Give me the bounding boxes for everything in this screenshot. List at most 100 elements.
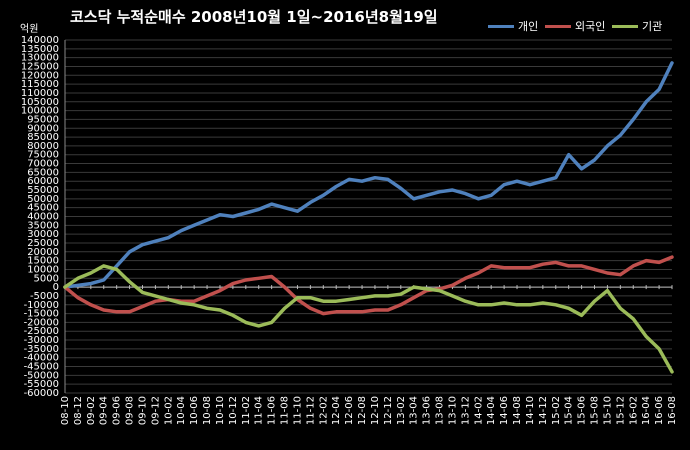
x-tick-label: 16-06 bbox=[654, 396, 665, 425]
y-tick-label: 140000 bbox=[21, 35, 59, 46]
y-tick-label: -25000 bbox=[24, 326, 59, 337]
x-tick-label: 15-12 bbox=[615, 396, 626, 425]
x-tick-label: 08-12 bbox=[73, 396, 84, 425]
x-tick-label: 16-08 bbox=[667, 396, 678, 425]
x-tick-label: 11-12 bbox=[305, 396, 316, 425]
x-tick-label: 12-04 bbox=[331, 396, 342, 425]
x-tick-label: 10-10 bbox=[215, 396, 226, 425]
y-tick-label: 55000 bbox=[27, 185, 59, 196]
y-tick-label: -45000 bbox=[24, 362, 59, 373]
y-tick-label: 120000 bbox=[21, 70, 59, 81]
x-tick-label: 10-12 bbox=[228, 396, 239, 425]
y-tick-label: 90000 bbox=[27, 123, 59, 134]
x-tick-label: 12-12 bbox=[383, 396, 394, 425]
x-tick-label: 10-08 bbox=[202, 396, 213, 425]
series-lines bbox=[63, 61, 674, 374]
legend-label-individual: 개인 bbox=[518, 20, 539, 33]
y-tick-label: 40000 bbox=[27, 212, 59, 223]
x-tick-label: 16-02 bbox=[628, 396, 639, 425]
y-tick-label: 135000 bbox=[21, 44, 59, 55]
y-tick-label: 35000 bbox=[27, 220, 59, 231]
y-tick-label: 80000 bbox=[27, 141, 59, 152]
x-tick-label: 11-06 bbox=[267, 396, 278, 425]
y-tick-label: -10000 bbox=[24, 300, 59, 311]
y-tick-label: -40000 bbox=[24, 353, 59, 364]
x-tick-label: 15-08 bbox=[590, 396, 601, 425]
x-tick-label: 15-02 bbox=[551, 396, 562, 425]
x-tick-label: 08-10 bbox=[60, 396, 71, 425]
x-tick-label: 12-08 bbox=[357, 396, 368, 425]
x-tick-label: 10-04 bbox=[176, 396, 187, 425]
y-tick-label: 85000 bbox=[27, 132, 59, 143]
legend-item-foreign: 외국인 bbox=[545, 18, 605, 34]
x-tick-label: 11-04 bbox=[254, 396, 265, 425]
x-tick-label: 14-12 bbox=[538, 396, 549, 425]
y-tick-label: -55000 bbox=[24, 379, 59, 390]
x-tick-label: 13-12 bbox=[460, 396, 471, 425]
x-tick-label: 09-02 bbox=[86, 396, 97, 425]
y-axis-ticks: -60000-55000-50000-45000-40000-35000-300… bbox=[21, 35, 59, 399]
y-tick-label: 60000 bbox=[27, 176, 59, 187]
x-tick-label: 13-02 bbox=[396, 396, 407, 425]
y-tick-label: -35000 bbox=[24, 344, 59, 355]
x-tick-label: 13-10 bbox=[447, 396, 458, 425]
y-tick-label: 110000 bbox=[21, 88, 59, 99]
y-tick-label: 100000 bbox=[21, 106, 59, 117]
x-tick-label: 13-06 bbox=[422, 396, 433, 425]
y-tick-label: 30000 bbox=[27, 229, 59, 240]
x-tick-label: 15-10 bbox=[602, 396, 613, 425]
y-tick-label: 5000 bbox=[34, 273, 59, 284]
x-tick-label: 14-04 bbox=[486, 396, 497, 425]
x-tick-label: 09-04 bbox=[99, 396, 110, 425]
chart-title: 코스닥 누적순매수 2008년10월 1일~2016년8월19일 bbox=[70, 8, 438, 26]
legend-label-foreign: 외국인 bbox=[575, 20, 606, 33]
y-tick-label: -20000 bbox=[24, 317, 59, 328]
y-tick-label: 70000 bbox=[27, 159, 59, 170]
y-tick-label: 25000 bbox=[27, 238, 59, 249]
series-line bbox=[63, 61, 674, 289]
x-tick-label: 16-04 bbox=[641, 396, 652, 425]
y-tick-label: -15000 bbox=[24, 309, 59, 320]
y-tick-label: 45000 bbox=[27, 203, 59, 214]
y-tick-label: -30000 bbox=[24, 335, 59, 346]
y-tick-label: -60000 bbox=[24, 388, 59, 399]
y-tick-label: 50000 bbox=[27, 194, 59, 205]
x-tick-label: 09-06 bbox=[112, 396, 123, 425]
legend-swatch-individual bbox=[488, 24, 514, 28]
x-tick-label: 15-06 bbox=[577, 396, 588, 425]
y-tick-label: 65000 bbox=[27, 167, 59, 178]
x-tick-label: 12-02 bbox=[318, 396, 329, 425]
x-axis-ticks: 08-10 08-12 09-02 09-04 09-06 09-08 09-10 09-12… bbox=[60, 285, 678, 425]
x-tick-label: 13-08 bbox=[435, 396, 446, 425]
x-tick-label: 13-04 bbox=[409, 396, 420, 425]
x-tick-label: 10-06 bbox=[189, 396, 200, 425]
legend-swatch-institution bbox=[612, 24, 638, 28]
y-tick-label: 95000 bbox=[27, 114, 59, 125]
legend-item-institution: 기관 bbox=[612, 18, 662, 34]
legend-item-individual: 개인 bbox=[488, 18, 538, 34]
y-tick-label: 20000 bbox=[27, 247, 59, 258]
y-tick-label: -50000 bbox=[24, 370, 59, 381]
legend-label-institution: 기관 bbox=[642, 20, 663, 33]
y-axis-unit: 억원 bbox=[20, 24, 39, 35]
y-tick-label: 75000 bbox=[27, 150, 59, 161]
y-tick-label: 0 bbox=[53, 282, 59, 293]
y-tick-label: 10000 bbox=[27, 264, 59, 275]
x-tick-label: 14-08 bbox=[512, 396, 523, 425]
y-tick-label: 105000 bbox=[21, 97, 59, 108]
x-tick-label: 15-04 bbox=[564, 396, 575, 425]
x-tick-label: 14-06 bbox=[499, 396, 510, 425]
x-tick-label: 12-06 bbox=[344, 396, 355, 425]
y-tick-label: 15000 bbox=[27, 256, 59, 267]
x-tick-label: 09-10 bbox=[137, 396, 148, 425]
grid bbox=[64, 39, 672, 394]
y-tick-label: 125000 bbox=[21, 61, 59, 72]
x-tick-label: 10-02 bbox=[163, 396, 174, 425]
x-tick-label: 14-02 bbox=[473, 396, 484, 425]
x-tick-label: 11-02 bbox=[241, 396, 252, 425]
x-tick-label: 11-10 bbox=[292, 396, 303, 425]
x-tick-label: 12-10 bbox=[370, 396, 381, 425]
y-tick-label: -5000 bbox=[30, 291, 59, 302]
series-line bbox=[63, 264, 674, 374]
